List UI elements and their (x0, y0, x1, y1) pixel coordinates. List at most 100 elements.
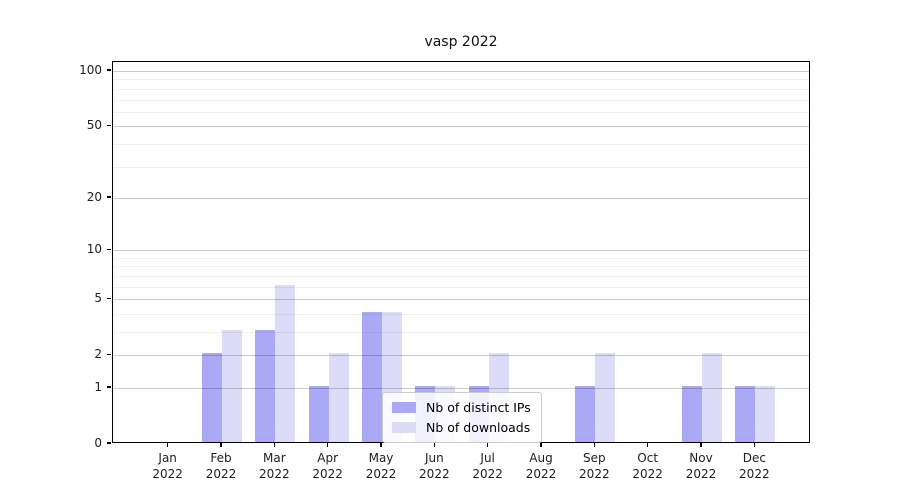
x-tick-year: 2022 (152, 467, 183, 481)
x-tick-year: 2022 (419, 467, 450, 481)
x-tick-label-apr: Apr 2022 (298, 450, 358, 482)
plot-area: Nb of distinct IPs Nb of downloads (112, 61, 810, 443)
x-tick-label-feb: Feb 2022 (191, 450, 251, 482)
x-tick-mark (433, 443, 435, 447)
gridline-minor (113, 286, 809, 288)
y-tick-mark (107, 124, 111, 126)
x-tick-label-aug: Aug 2022 (511, 450, 571, 482)
x-tick-month: Jul (480, 451, 495, 465)
gridline-major (113, 71, 809, 73)
y-tick-mark (107, 442, 111, 444)
bar-nov-distinct-ips (682, 386, 702, 442)
gridline-minor (113, 166, 809, 168)
gridline-minor (113, 331, 809, 333)
x-tick-year: 2022 (739, 467, 770, 481)
x-tick-label-dec: Dec 2022 (724, 450, 784, 482)
gridline-major (113, 299, 809, 301)
bar-feb-distinct-ips (202, 353, 222, 442)
y-tick-label: 2 (94, 347, 102, 362)
gridline-major (113, 126, 809, 128)
y-tick-mark (107, 297, 111, 299)
chart-title: vasp 2022 (424, 34, 498, 50)
y-tick-mark (107, 386, 111, 388)
y-tick-mark (107, 196, 111, 198)
bar-dec-downloads (755, 386, 776, 442)
bar-mar-distinct-ips (255, 329, 276, 442)
y-tick-label: 50 (86, 118, 102, 133)
bar-may-distinct-ips (362, 311, 382, 442)
x-tick-label-sep: Sep 2022 (564, 450, 624, 482)
x-tick-label-nov: Nov 2022 (671, 450, 731, 482)
bar-sep-downloads (595, 353, 616, 442)
gridline-minor (113, 266, 809, 268)
x-tick-label-jan: Jan 2022 (138, 450, 198, 482)
x-tick-mark (273, 443, 275, 447)
gridline-major (113, 355, 809, 357)
x-tick-year: 2022 (259, 467, 290, 481)
bar-mar-downloads (275, 284, 296, 442)
x-tick-month: Dec (742, 451, 766, 465)
x-tick-month: Oct (637, 451, 659, 465)
y-tick-label: 10 (86, 242, 102, 257)
legend-swatch-downloads (392, 422, 416, 433)
legend-label: Nb of distinct IPs (426, 400, 531, 415)
y-tick-label: 5 (94, 291, 102, 306)
bar-nov-downloads (702, 353, 722, 442)
x-tick-year: 2022 (525, 467, 557, 481)
x-tick-mark (327, 443, 329, 447)
y-tick-label: 1 (94, 379, 102, 394)
x-tick-mark (380, 443, 382, 447)
gridline-minor (113, 111, 809, 113)
x-tick-mark (167, 443, 169, 447)
x-tick-month: May (368, 451, 394, 465)
gridline-major (113, 250, 809, 252)
gridline-major (113, 197, 809, 199)
legend: Nb of distinct IPs Nb of downloads (382, 392, 542, 443)
bar-apr-downloads (328, 353, 349, 442)
y-tick-mark (107, 353, 111, 355)
x-tick-month: Mar (263, 451, 286, 465)
bar-dec-distinct-ips (735, 386, 756, 442)
x-tick-year: 2022 (579, 467, 610, 481)
y-tick-mark (107, 248, 111, 250)
x-tick-year: 2022 (365, 467, 397, 481)
x-tick-mark (487, 443, 489, 447)
legend-label: Nb of downloads (426, 420, 531, 435)
gridline-minor (113, 313, 809, 315)
x-tick-mark (540, 443, 542, 447)
x-tick-year: 2022 (205, 467, 237, 481)
x-tick-month: Sep (583, 451, 606, 465)
gridlines-layer (113, 62, 809, 442)
x-tick-year: 2022 (632, 467, 663, 481)
x-tick-year: 2022 (472, 467, 503, 481)
x-tick-month: Apr (317, 451, 339, 465)
gridline-minor (113, 99, 809, 101)
y-tick-label: 20 (86, 189, 102, 204)
gridline-minor (113, 88, 809, 90)
bar-sep-distinct-ips (575, 386, 596, 442)
gridline-minor (113, 257, 809, 259)
gridline-minor (113, 275, 809, 277)
legend-row: Nb of downloads (392, 420, 531, 435)
x-tick-mark (647, 443, 649, 447)
bar-apr-distinct-ips (308, 386, 329, 442)
y-tick-label: 100 (79, 63, 102, 78)
x-tick-label-jul: Jul 2022 (458, 450, 518, 482)
bar-feb-downloads (222, 329, 242, 442)
y-tick-label: 0 (94, 436, 102, 450)
x-tick-label-jun: Jun 2022 (404, 450, 464, 482)
x-tick-mark (753, 443, 755, 447)
x-tick-month: Nov (689, 451, 713, 465)
x-tick-month: Jun (424, 451, 444, 465)
gridline-minor (113, 79, 809, 81)
x-tick-label-may: May 2022 (351, 450, 411, 482)
x-tick-month: Aug (529, 451, 553, 465)
x-tick-label-oct: Oct 2022 (618, 450, 678, 482)
x-tick-mark (593, 443, 595, 447)
legend-row: Nb of distinct IPs (392, 400, 531, 415)
x-tick-month: Jan (158, 451, 177, 465)
gridline-major (113, 387, 809, 389)
y-tick-mark (107, 69, 111, 71)
x-tick-mark (700, 443, 702, 447)
